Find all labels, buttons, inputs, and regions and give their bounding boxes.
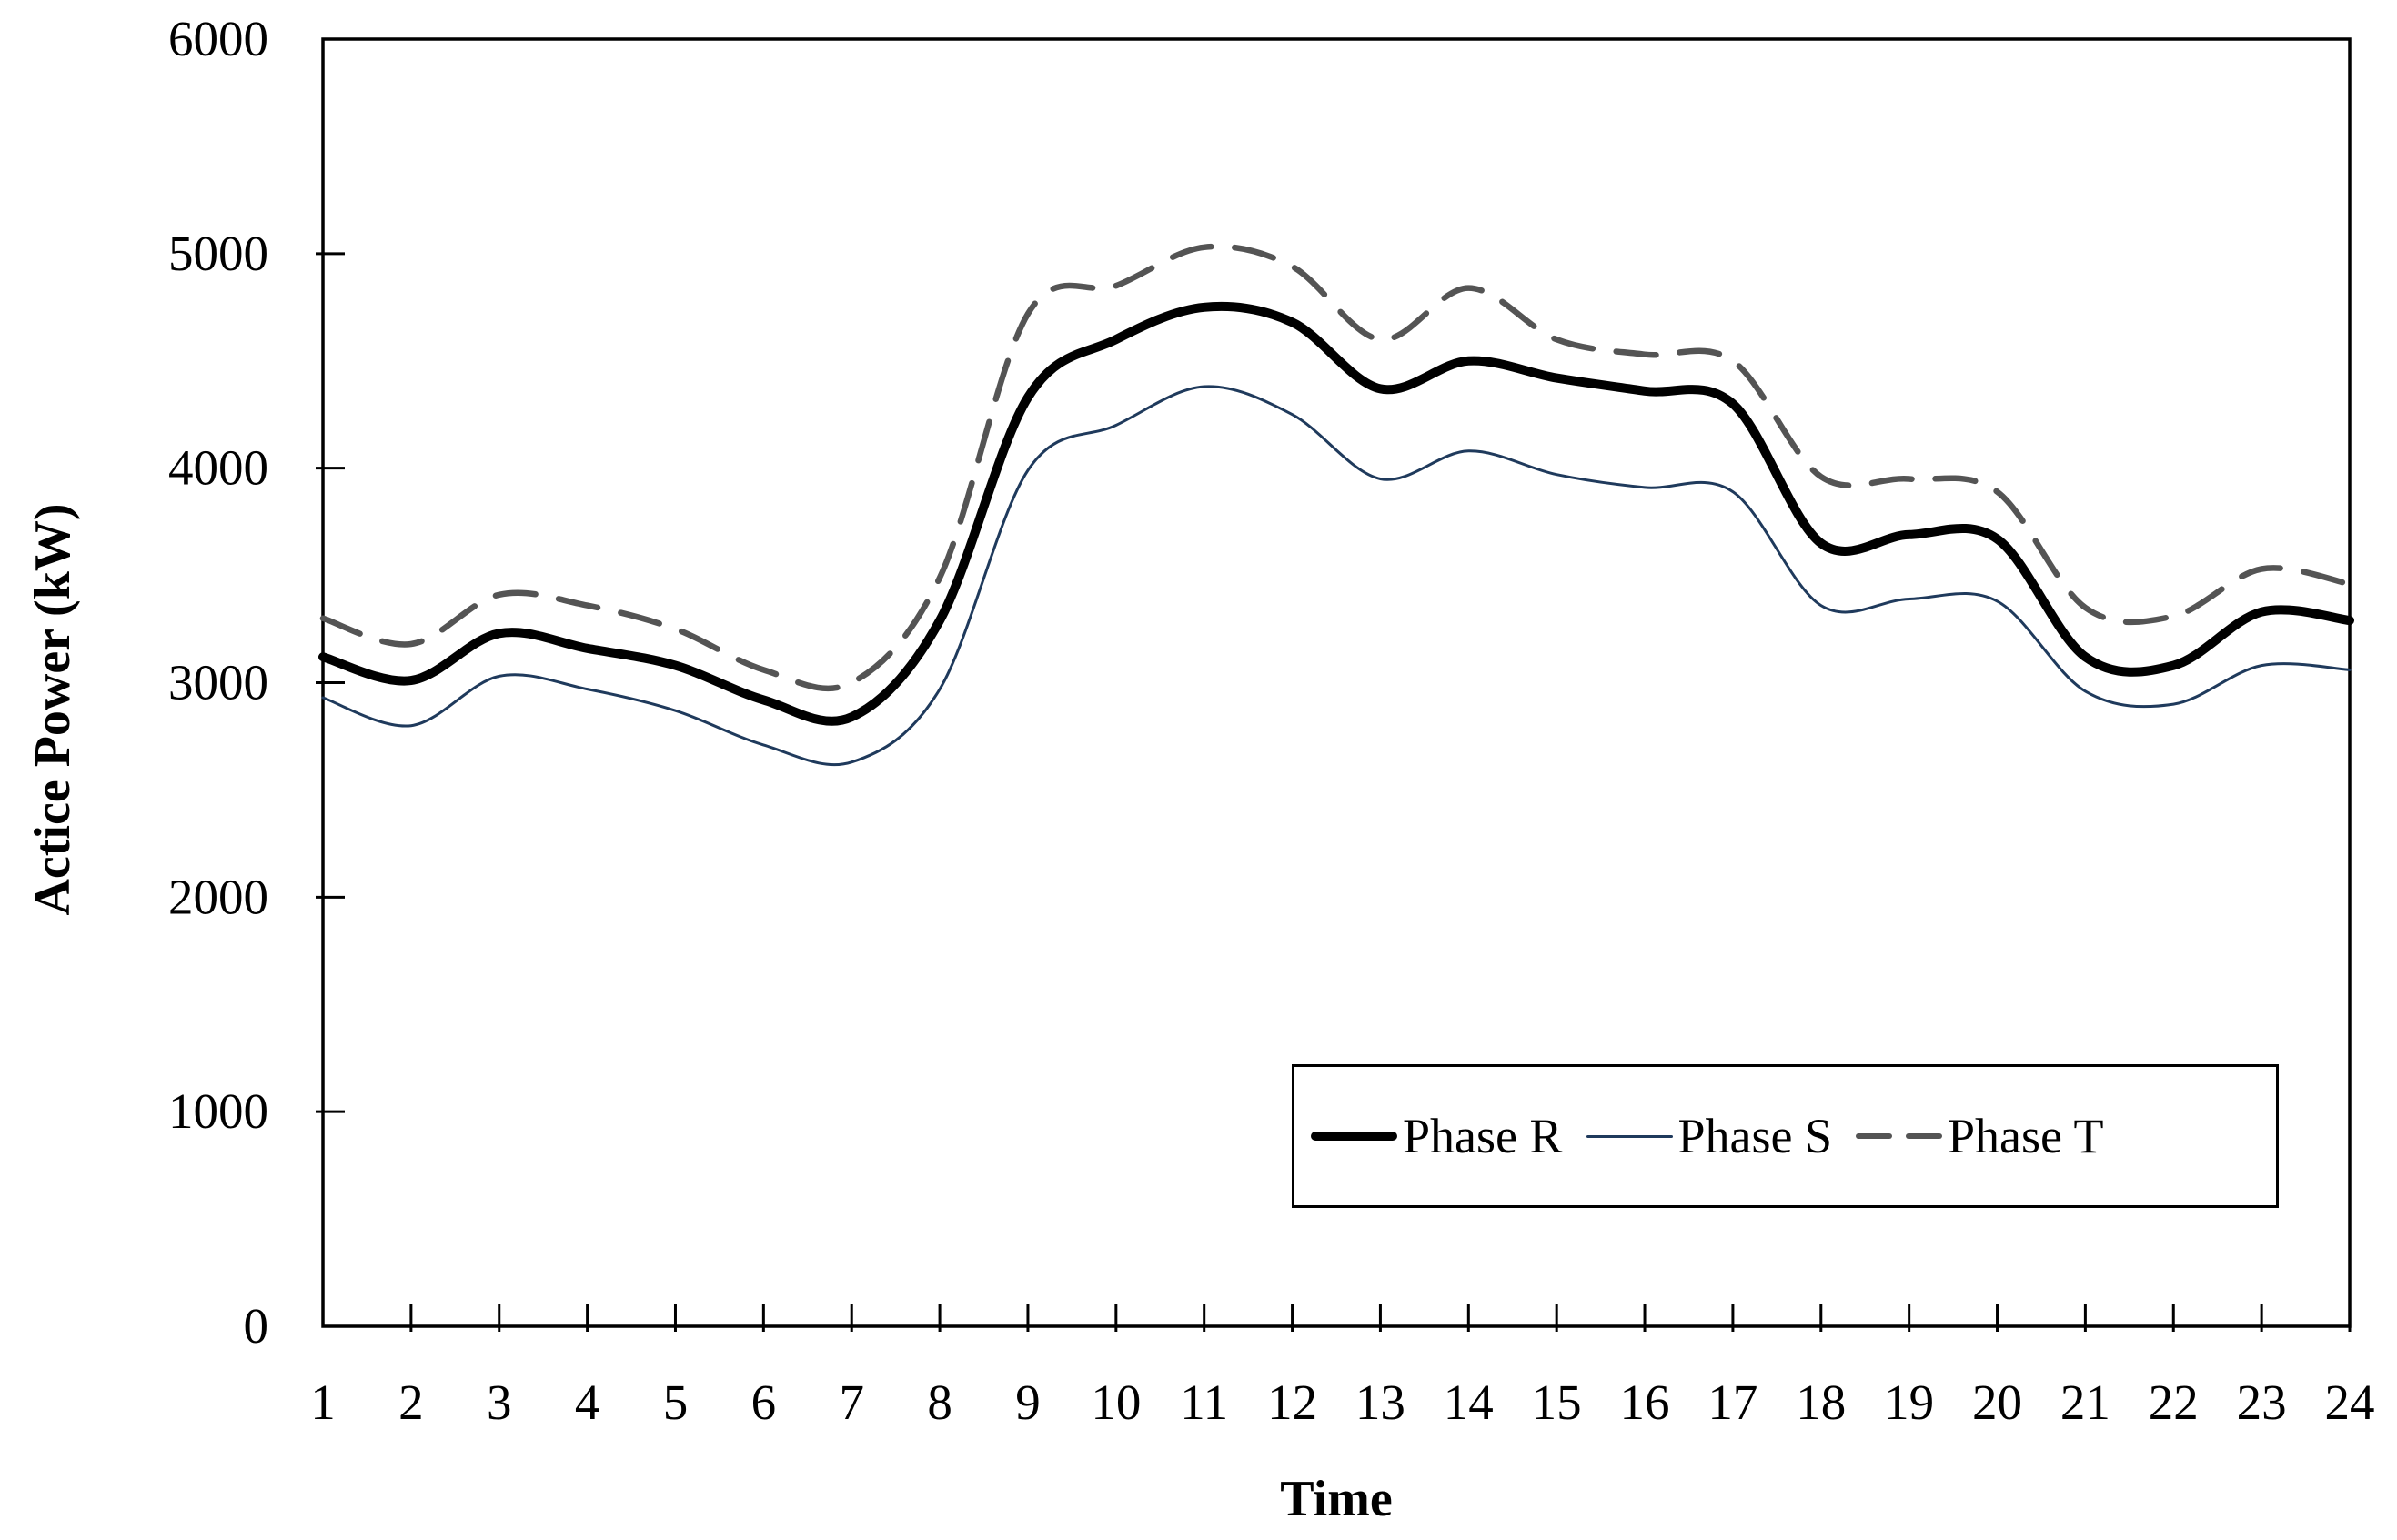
- y-tick-label: 6000: [168, 11, 268, 66]
- dash-segment: [1906, 1132, 1943, 1140]
- y-tick-label: 3000: [168, 655, 268, 710]
- x-tick-label: 17: [1707, 1374, 1757, 1430]
- legend: Phase R Phase S Phase T: [1292, 1064, 2279, 1208]
- x-tick-label: 11: [1180, 1374, 1228, 1430]
- x-tick-label: 9: [1015, 1374, 1041, 1430]
- legend-label-phase-t: Phase T: [1948, 1109, 2104, 1163]
- x-tick-label: 2: [398, 1374, 424, 1430]
- legend-item-phase-s: Phase S: [1586, 1108, 1833, 1164]
- legend-label-phase-s: Phase S: [1677, 1109, 1833, 1163]
- x-tick-label: 16: [1620, 1374, 1670, 1430]
- x-tick-label: 23: [2237, 1374, 2287, 1430]
- x-tick-label: 7: [839, 1374, 864, 1430]
- phase-t-line-swatch: [1856, 1132, 1943, 1140]
- x-tick-label: 19: [1884, 1374, 1934, 1430]
- y-tick-label: 5000: [168, 226, 268, 281]
- x-tick-label: 3: [487, 1374, 512, 1430]
- line-segment: [1586, 1134, 1673, 1138]
- x-tick-label: 5: [663, 1374, 689, 1430]
- x-axis-title: Time: [1280, 1471, 1393, 1527]
- line-segment: [1311, 1132, 1397, 1141]
- x-tick-label: 20: [1972, 1374, 2022, 1430]
- x-tick-label: 6: [751, 1374, 777, 1430]
- x-tick-label: 4: [575, 1374, 600, 1430]
- y-tick-label: 0: [244, 1298, 269, 1354]
- x-tick-label: 14: [1444, 1374, 1494, 1430]
- x-tick-label: 1: [310, 1374, 336, 1430]
- x-tick-label: 13: [1355, 1374, 1405, 1430]
- y-tick-label: 4000: [168, 440, 268, 496]
- legend-item-phase-r: Phase R: [1311, 1108, 1563, 1164]
- x-tick-label: 8: [927, 1374, 952, 1430]
- x-tick-label: 10: [1091, 1374, 1141, 1430]
- legend-label-phase-r: Phase R: [1403, 1109, 1563, 1163]
- phase-r-line-swatch: [1311, 1132, 1397, 1141]
- series-line-phase-t: [319, 243, 2353, 692]
- y-tick-label: 2000: [168, 869, 268, 924]
- series-line-phase-s: [321, 385, 2352, 767]
- x-tick-label: 12: [1267, 1374, 1317, 1430]
- series-line-phase-r: [318, 301, 2354, 726]
- legend-item-phase-t: Phase T: [1856, 1108, 2104, 1164]
- x-tick-label: 24: [2325, 1374, 2375, 1430]
- x-tick-label: 21: [2060, 1374, 2110, 1430]
- dash-segment: [1856, 1132, 1893, 1140]
- y-axis-title: Actice Power (kW): [25, 503, 81, 916]
- x-tick-label: 18: [1796, 1374, 1846, 1430]
- y-tick-label: 1000: [168, 1083, 268, 1139]
- x-tick-label: 22: [2149, 1374, 2199, 1430]
- x-tick-label: 15: [1532, 1374, 1582, 1430]
- phase-s-line-swatch: [1586, 1134, 1673, 1138]
